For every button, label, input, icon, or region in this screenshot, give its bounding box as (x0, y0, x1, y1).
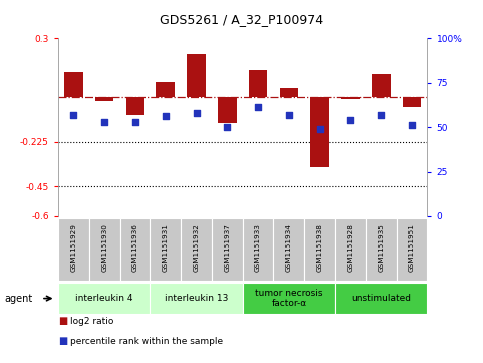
Bar (335, 283, 427, 314)
Point (224, 124, 231, 130)
Text: GSM1151931: GSM1151931 (163, 223, 169, 272)
Point (347, 117, 355, 123)
Text: percentile rank within the sample: percentile rank within the sample (70, 337, 223, 346)
Text: ■: ■ (58, 316, 67, 326)
Point (408, 122, 416, 128)
Point (162, 114, 170, 119)
Text: GSM1151936: GSM1151936 (132, 223, 138, 272)
Text: GSM1151935: GSM1151935 (378, 223, 384, 272)
Bar (397, 218, 427, 281)
Point (193, 110, 200, 116)
Bar (403, 97, 421, 107)
Bar (95, 97, 114, 101)
Bar (273, 218, 304, 281)
Bar (126, 97, 144, 115)
Bar (242, 218, 273, 281)
Bar (58, 218, 89, 281)
Bar (242, 283, 335, 314)
Point (254, 105, 262, 110)
Bar (304, 218, 335, 281)
Text: GDS5261 / A_32_P100974: GDS5261 / A_32_P100974 (160, 13, 323, 26)
Text: tumor necrosis
factor-α: tumor necrosis factor-α (255, 289, 323, 308)
Bar (58, 283, 150, 314)
Text: GSM1151937: GSM1151937 (224, 223, 230, 272)
Point (131, 119, 139, 125)
Text: ■: ■ (58, 336, 67, 346)
Bar (280, 87, 298, 97)
Bar (366, 218, 397, 281)
Bar (311, 97, 329, 167)
Text: GSM1151932: GSM1151932 (194, 223, 199, 272)
Bar (120, 218, 150, 281)
Text: unstimulated: unstimulated (351, 294, 411, 303)
Bar (64, 72, 83, 97)
Bar (335, 218, 366, 281)
Text: log2 ratio: log2 ratio (70, 317, 114, 326)
Bar (89, 218, 120, 281)
Bar (187, 54, 206, 97)
Point (316, 126, 324, 132)
Text: GSM1151934: GSM1151934 (286, 223, 292, 272)
Text: GSM1151928: GSM1151928 (347, 223, 354, 272)
Bar (150, 283, 243, 314)
Text: GSM1151933: GSM1151933 (255, 223, 261, 272)
Point (100, 119, 108, 125)
Text: agent: agent (5, 294, 33, 303)
Text: GSM1151938: GSM1151938 (317, 223, 323, 272)
Text: GSM1151930: GSM1151930 (101, 223, 107, 272)
Bar (249, 70, 268, 97)
Bar (212, 218, 242, 281)
Point (70, 112, 77, 118)
Text: GSM1151951: GSM1151951 (409, 223, 415, 272)
Bar (341, 97, 360, 99)
Point (377, 112, 385, 118)
Bar (181, 218, 212, 281)
Bar (150, 218, 181, 281)
Bar (218, 97, 237, 123)
Point (285, 112, 293, 118)
Bar (156, 82, 175, 97)
Text: interleukin 4: interleukin 4 (75, 294, 133, 303)
Text: GSM1151929: GSM1151929 (71, 223, 76, 272)
Text: interleukin 13: interleukin 13 (165, 294, 228, 303)
Bar (372, 74, 390, 97)
